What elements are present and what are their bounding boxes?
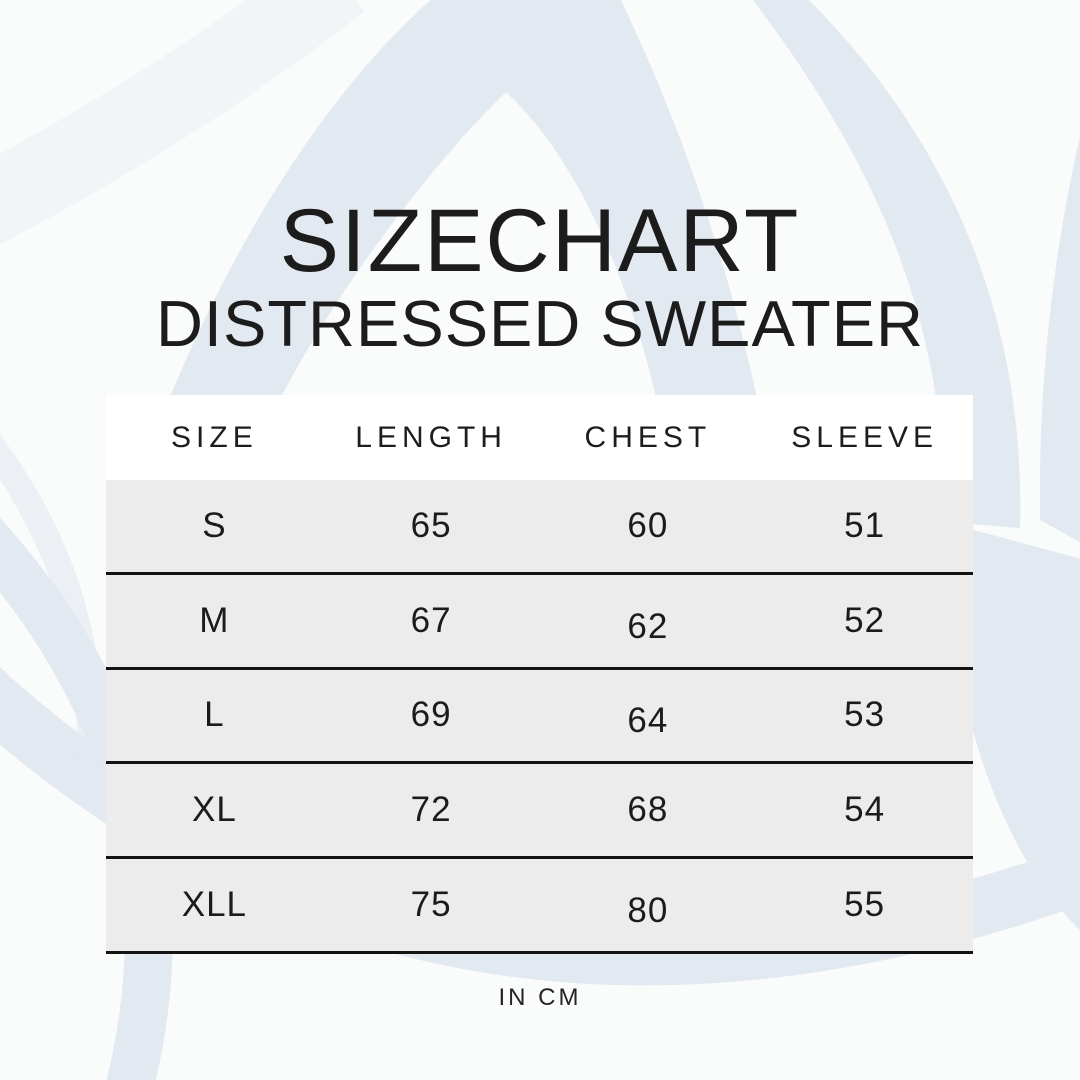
cell-chest: 62 [627, 606, 669, 646]
size-table: SIZE LENGTH CHEST SLEEVE S 65 60 51 M 67… [106, 395, 973, 954]
unit-note: IN CM [498, 984, 582, 1011]
cell-length: 65 [410, 505, 452, 545]
cell-size: M [199, 600, 230, 640]
cell-chest: 60 [627, 505, 669, 545]
cell-length: 72 [410, 790, 452, 830]
column-header-sleeve: SLEEVE [791, 420, 938, 454]
cell-length: 67 [410, 600, 452, 640]
cell-chest: 68 [627, 790, 669, 830]
table-row-xl: XL 72 68 54 [106, 764, 973, 860]
page-title: SIZECHART [279, 190, 801, 290]
table-row-s: S 65 60 51 [106, 480, 973, 575]
cell-size: XLL [181, 885, 248, 925]
cell-sleeve: 55 [844, 885, 886, 925]
cell-length: 69 [410, 695, 452, 735]
table-row-xll: XLL 75 80 55 [106, 859, 973, 954]
page-subtitle: DISTRESSED SWEATER [155, 287, 924, 360]
cell-sleeve: 54 [844, 790, 886, 830]
table-body: S 65 60 51 M 67 62 52 L 69 64 53 XL 72 6… [106, 480, 973, 954]
cell-sleeve: 51 [844, 505, 886, 545]
table-row-l: L 69 64 53 [106, 669, 973, 765]
title-block: SIZECHART DISTRESSED SWEATER [0, 190, 1080, 360]
cell-size: L [204, 695, 225, 735]
table-header-row: SIZE LENGTH CHEST SLEEVE [106, 395, 973, 480]
table-row-m: M 67 62 52 [106, 574, 973, 670]
cell-length: 75 [410, 885, 452, 925]
cell-sleeve: 52 [844, 600, 886, 640]
column-header-size: SIZE [171, 420, 258, 454]
column-header-length: LENGTH [355, 420, 507, 454]
cell-size: S [202, 505, 227, 545]
cell-chest: 64 [627, 701, 669, 741]
cell-sleeve: 53 [844, 695, 886, 735]
column-header-chest: CHEST [584, 420, 712, 454]
cell-size: XL [191, 790, 237, 830]
cell-chest: 80 [627, 891, 669, 931]
